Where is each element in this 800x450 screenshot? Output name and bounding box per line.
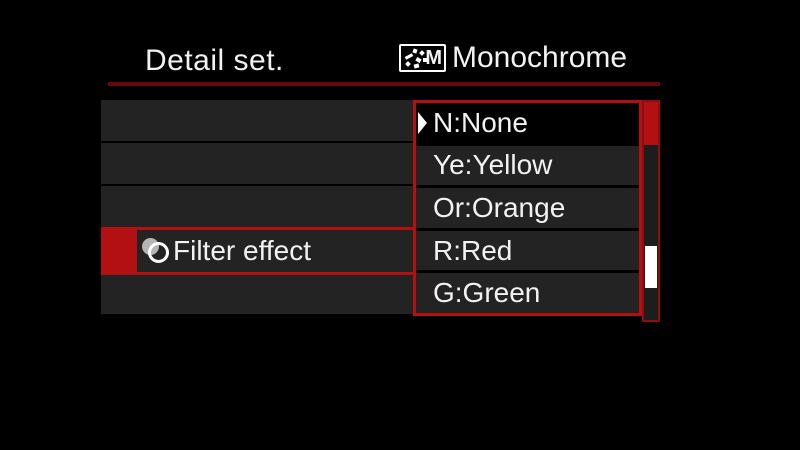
option-label: R:Red	[433, 234, 513, 266]
header-underline	[108, 82, 660, 86]
picture-style-sparkle-icon	[403, 47, 429, 69]
filter-effect-dropdown: N:None Ye:Yellow Or:Orange R:Red G:Green	[413, 100, 642, 316]
option-orange[interactable]: Or:Orange	[416, 188, 639, 228]
option-label: N:None	[433, 106, 528, 138]
filter-effect-icon	[141, 237, 173, 265]
option-label: Or:Orange	[433, 191, 566, 223]
menu-row-label: Filter effect	[173, 235, 311, 266]
scrollbar-thumb[interactable]	[645, 246, 657, 288]
style-letter: M	[425, 47, 442, 69]
picture-style-badge: M Monochrome	[399, 41, 628, 74]
option-none[interactable]: N:None	[416, 103, 639, 143]
menu-row-2[interactable]	[101, 143, 413, 184]
option-yellow[interactable]: Ye:Yellow	[416, 145, 639, 186]
option-label: G:Green	[433, 277, 541, 309]
option-red[interactable]: R:Red	[416, 230, 639, 271]
menu-row-5[interactable]	[101, 273, 413, 314]
option-label: Ye:Yellow	[433, 149, 553, 181]
menu-row-3[interactable]	[101, 186, 413, 227]
page-title: Detail set.	[145, 44, 284, 77]
menu-row-filter-effect[interactable]: Filter effect	[101, 227, 416, 275]
picture-style-label: Monochrome	[452, 41, 628, 74]
scrollbar-red-segment	[644, 102, 658, 145]
scrollbar	[642, 100, 660, 322]
menu-row-1[interactable]	[101, 100, 413, 141]
monochrome-style-icon: M	[399, 44, 446, 72]
option-green[interactable]: G:Green	[416, 273, 639, 313]
selected-row-red-block	[104, 230, 137, 272]
selection-pointer-icon	[418, 111, 427, 134]
